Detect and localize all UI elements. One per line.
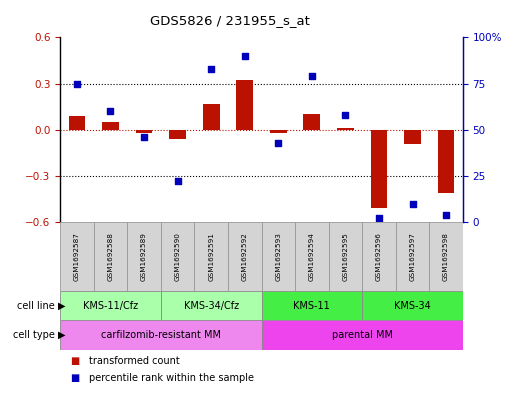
Point — [241, 53, 249, 59]
Bar — [337, 128, 354, 130]
Bar — [328, 222, 362, 291]
Bar — [262, 291, 362, 320]
Bar — [396, 222, 429, 291]
Text: cell type: cell type — [13, 330, 58, 340]
Bar — [429, 222, 463, 291]
Bar — [404, 130, 421, 143]
Bar — [270, 130, 287, 133]
Text: GSM1692588: GSM1692588 — [108, 232, 113, 281]
Point — [442, 211, 450, 218]
Bar — [438, 130, 454, 193]
Bar — [169, 130, 186, 139]
Text: GSM1692597: GSM1692597 — [410, 232, 415, 281]
Text: parental MM: parental MM — [332, 330, 393, 340]
Bar — [362, 222, 396, 291]
Text: carfilzomib-resistant MM: carfilzomib-resistant MM — [101, 330, 221, 340]
Text: GSM1692590: GSM1692590 — [175, 232, 180, 281]
Text: KMS-34/Cfz: KMS-34/Cfz — [184, 301, 238, 310]
Bar — [228, 222, 262, 291]
Text: percentile rank within the sample: percentile rank within the sample — [89, 373, 254, 383]
Bar — [127, 222, 161, 291]
Text: ■: ■ — [71, 373, 80, 383]
Bar — [262, 320, 463, 350]
Bar — [102, 122, 119, 130]
Text: KMS-11: KMS-11 — [293, 301, 330, 310]
Bar — [69, 116, 85, 130]
Text: cell line: cell line — [17, 301, 58, 310]
Bar — [203, 103, 220, 130]
Text: GSM1692593: GSM1692593 — [275, 232, 281, 281]
Point — [174, 178, 182, 185]
Bar — [60, 222, 94, 291]
Bar — [135, 130, 152, 133]
Text: GDS5826 / 231955_s_at: GDS5826 / 231955_s_at — [150, 15, 310, 28]
Text: GSM1692587: GSM1692587 — [74, 232, 80, 281]
Text: GSM1692592: GSM1692592 — [242, 232, 248, 281]
Bar — [195, 222, 228, 291]
Bar — [371, 130, 388, 208]
Text: KMS-11/Cfz: KMS-11/Cfz — [83, 301, 138, 310]
Text: GSM1692596: GSM1692596 — [376, 232, 382, 281]
Point — [308, 73, 316, 79]
Bar — [161, 291, 262, 320]
Point — [274, 140, 282, 146]
Text: ■: ■ — [71, 356, 80, 366]
Text: GSM1692594: GSM1692594 — [309, 232, 315, 281]
Bar — [94, 222, 127, 291]
Point — [106, 108, 115, 114]
Text: KMS-34: KMS-34 — [394, 301, 431, 310]
Text: GSM1692589: GSM1692589 — [141, 232, 147, 281]
Bar — [295, 222, 328, 291]
Bar — [60, 291, 161, 320]
Point — [408, 200, 417, 207]
Point — [207, 66, 215, 72]
Point — [73, 80, 81, 86]
Bar — [60, 320, 262, 350]
Bar — [161, 222, 195, 291]
Point — [140, 134, 148, 140]
Point — [341, 112, 349, 118]
Text: GSM1692595: GSM1692595 — [343, 232, 348, 281]
Bar — [362, 291, 463, 320]
Bar — [236, 81, 253, 130]
Text: GSM1692591: GSM1692591 — [208, 232, 214, 281]
Text: ▶: ▶ — [58, 330, 65, 340]
Text: GSM1692598: GSM1692598 — [443, 232, 449, 281]
Text: transformed count: transformed count — [89, 356, 180, 366]
Bar — [262, 222, 295, 291]
Bar — [303, 114, 320, 130]
Text: ▶: ▶ — [58, 301, 65, 310]
Point — [375, 215, 383, 222]
